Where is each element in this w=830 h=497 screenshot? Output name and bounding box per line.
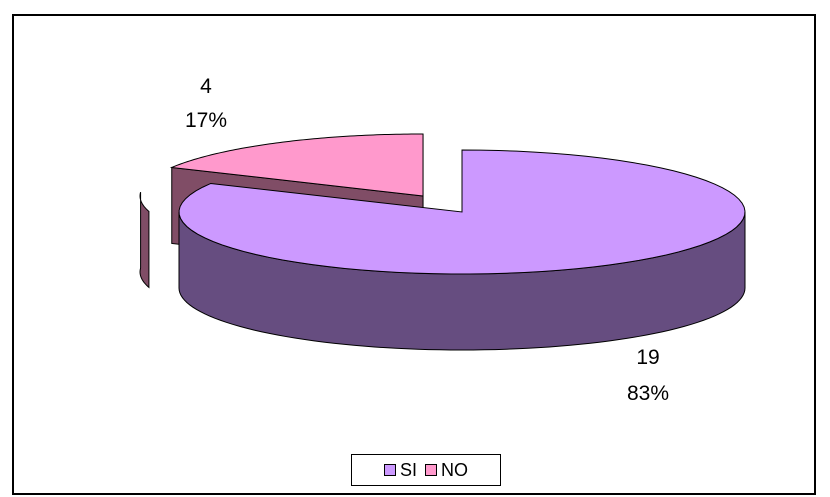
slice-label-no-value: 4 [200,75,212,98]
slice-si-top [178,149,746,275]
pie-slices [139,133,746,351]
chart-legend: SI NO [351,454,501,486]
legend-swatch-no [425,464,437,476]
slice-label-si-percent: 83% [627,382,669,405]
legend-label-no: NO [441,459,468,480]
legend-swatch-si [383,464,396,476]
slice-label-no-percent: 17% [185,109,227,132]
slice-label-si-value: 19 [636,346,659,369]
legend-entry-si: SI [383,459,417,481]
slice-no-outer-wall [139,191,150,289]
legend-label-si: SI [399,459,417,480]
legend-entry-no: NO [425,460,468,481]
slice-no-top [169,133,424,197]
